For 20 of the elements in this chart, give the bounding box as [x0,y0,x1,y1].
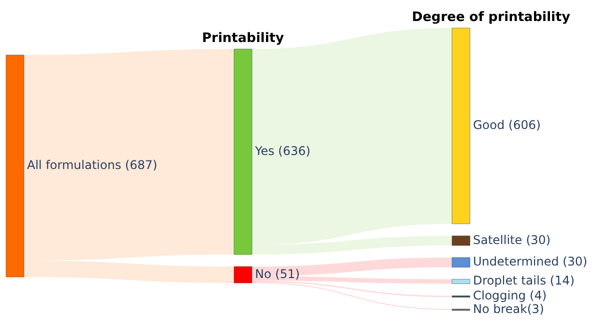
data-label: (636) [274,144,310,158]
text: Degree of printability [412,10,571,25]
category-label: All formulations [27,158,122,172]
data-label: (4) [526,288,547,303]
data-label: (687) [121,158,158,172]
category-label: Droplet tails [473,274,546,288]
data-label: (606) [504,118,541,132]
data-label: (3) [527,302,544,316]
data-label: (30) [558,254,588,268]
category-label: Good [473,118,505,132]
data-label: (14) [546,274,575,288]
category-label: Clogging [473,288,526,303]
data-label: (30) [522,232,551,247]
series-label: Printability [202,30,285,46]
category-label: Undetermined [473,254,559,268]
data-label: (51) [271,266,300,281]
category-label: Yes [254,144,274,158]
category-label: Satellite [473,232,522,247]
category-label: No [255,266,272,281]
category-label: No break [473,302,528,316]
